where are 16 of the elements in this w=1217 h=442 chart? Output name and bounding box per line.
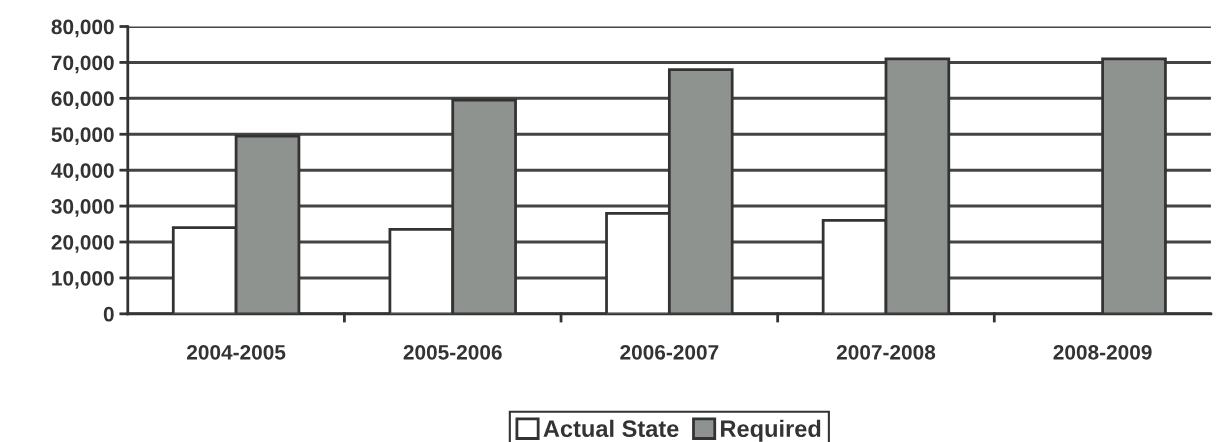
legend-label: Actual State <box>543 419 679 438</box>
x-tick-label: 2007-2008 <box>836 344 936 360</box>
y-tick-label: 30,000 <box>51 199 114 217</box>
y-tick-label: 0 <box>103 306 114 322</box>
x-tick-label: 2005-2006 <box>403 344 502 360</box>
y-tick-label: 40,000 <box>51 163 114 181</box>
y-tick-label: 20,000 <box>51 235 114 253</box>
legend-label: Required <box>721 419 821 442</box>
x-tick-label: 2006-2007 <box>620 344 719 360</box>
x-tick-label: 2004-2005 <box>187 344 286 360</box>
y-tick-label: 70,000 <box>51 55 114 74</box>
y-tick-label: 60,000 <box>51 91 114 110</box>
y-tick-label: 80,000 <box>51 19 114 38</box>
y-tick-label: 10,000 <box>52 270 114 289</box>
y-tick-label: 50,000 <box>51 127 114 146</box>
x-tick-label: 2008-2009 <box>1053 344 1152 360</box>
